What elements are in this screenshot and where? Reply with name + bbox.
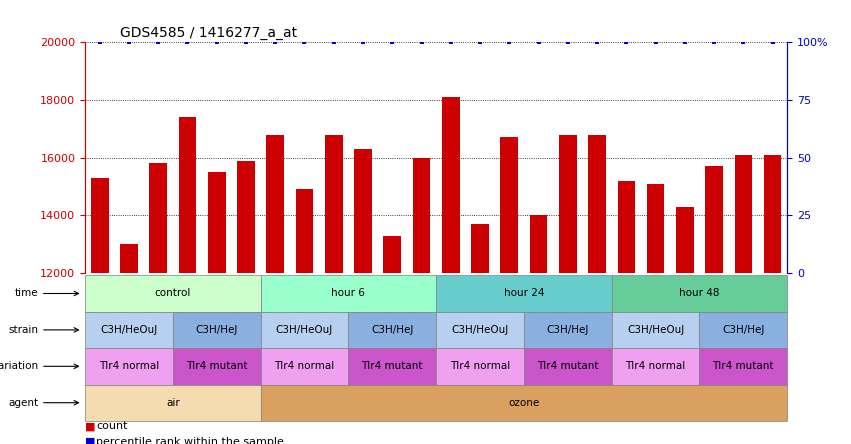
- Text: percentile rank within the sample: percentile rank within the sample: [96, 437, 284, 444]
- Bar: [500, 138, 518, 273]
- Text: air: air: [166, 398, 180, 408]
- Text: Tlr4 normal: Tlr4 normal: [99, 361, 159, 371]
- Bar: [529, 215, 547, 273]
- Bar: [91, 178, 109, 273]
- Text: hour 48: hour 48: [679, 289, 720, 298]
- Bar: [647, 184, 665, 273]
- Text: genotype/variation: genotype/variation: [0, 361, 38, 371]
- Bar: [471, 224, 488, 273]
- Text: Tlr4 mutant: Tlr4 mutant: [186, 361, 248, 371]
- Text: C3H/HeOuJ: C3H/HeOuJ: [276, 325, 333, 335]
- Bar: [296, 190, 313, 273]
- Text: agent: agent: [9, 398, 38, 408]
- Text: GDS4585 / 1416277_a_at: GDS4585 / 1416277_a_at: [120, 26, 297, 40]
- Text: ■: ■: [85, 421, 95, 431]
- Text: C3H/HeOuJ: C3H/HeOuJ: [627, 325, 684, 335]
- Text: Tlr4 normal: Tlr4 normal: [625, 361, 686, 371]
- Text: count: count: [96, 421, 128, 431]
- Bar: [237, 161, 254, 273]
- Bar: [179, 117, 197, 273]
- Text: C3H/HeOuJ: C3H/HeOuJ: [451, 325, 509, 335]
- Text: time: time: [14, 289, 38, 298]
- Text: C3H/HeJ: C3H/HeJ: [371, 325, 414, 335]
- Text: C3H/HeJ: C3H/HeJ: [546, 325, 589, 335]
- Text: C3H/HeJ: C3H/HeJ: [722, 325, 764, 335]
- Bar: [764, 155, 781, 273]
- Bar: [734, 155, 752, 273]
- Text: C3H/HeOuJ: C3H/HeOuJ: [100, 325, 157, 335]
- Bar: [676, 207, 694, 273]
- Bar: [208, 172, 226, 273]
- Text: Tlr4 mutant: Tlr4 mutant: [537, 361, 598, 371]
- Bar: [266, 135, 284, 273]
- Text: C3H/HeJ: C3H/HeJ: [196, 325, 238, 335]
- Text: Tlr4 mutant: Tlr4 mutant: [712, 361, 774, 371]
- Bar: [559, 135, 577, 273]
- Text: Tlr4 normal: Tlr4 normal: [450, 361, 510, 371]
- Bar: [588, 135, 606, 273]
- Text: hour 24: hour 24: [504, 289, 544, 298]
- Text: strain: strain: [9, 325, 38, 335]
- Bar: [442, 97, 460, 273]
- Bar: [354, 149, 372, 273]
- Bar: [325, 135, 342, 273]
- Text: Tlr4 normal: Tlr4 normal: [274, 361, 334, 371]
- Text: ozone: ozone: [508, 398, 540, 408]
- Bar: [384, 235, 401, 273]
- Bar: [150, 163, 167, 273]
- Bar: [618, 181, 635, 273]
- Bar: [120, 244, 138, 273]
- Text: ■: ■: [85, 437, 95, 444]
- Bar: [705, 166, 722, 273]
- Bar: [413, 158, 431, 273]
- Text: control: control: [155, 289, 191, 298]
- Text: Tlr4 mutant: Tlr4 mutant: [362, 361, 423, 371]
- Text: hour 6: hour 6: [331, 289, 365, 298]
